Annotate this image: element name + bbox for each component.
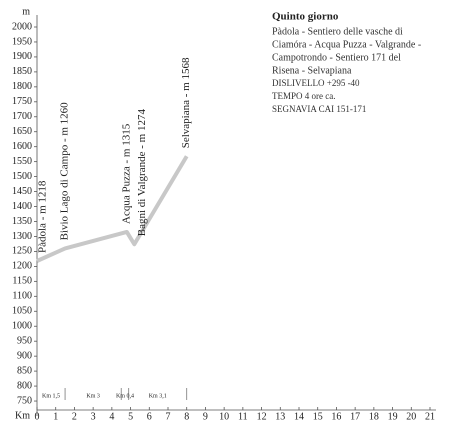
y-tick-label: 1000 bbox=[12, 321, 32, 332]
point-label: Acqua Puzza - m 1315 bbox=[120, 123, 132, 224]
y-tick-label: 850 bbox=[17, 365, 32, 376]
x-tick-label: 14 bbox=[294, 411, 304, 422]
x-tick-label: 2 bbox=[72, 411, 77, 422]
x-tick-label: 12 bbox=[257, 411, 267, 422]
y-tick-label: 1450 bbox=[12, 186, 32, 197]
x-unit: Km bbox=[15, 410, 30, 421]
point-label: Pàdola - m 1218 bbox=[37, 180, 49, 253]
x-tick-label: 19 bbox=[388, 411, 398, 422]
y-tick-label: 1700 bbox=[12, 111, 32, 122]
x-tick-label: 21 bbox=[425, 411, 435, 422]
x-tick-label: 9 bbox=[203, 411, 208, 422]
x-tick-label: 0 bbox=[35, 411, 40, 422]
x-tick-label: 13 bbox=[275, 411, 285, 422]
info-stat: SEGNAVIA CAI 151-171 bbox=[272, 104, 366, 114]
y-tick-label: 1900 bbox=[12, 51, 32, 62]
y-tick-label: 1500 bbox=[12, 171, 32, 182]
y-tick-label: 1650 bbox=[12, 126, 32, 137]
y-tick-label: 1800 bbox=[12, 81, 32, 92]
y-tick-label: 750 bbox=[17, 395, 32, 406]
y-tick-label: 800 bbox=[17, 380, 32, 391]
segment-label: Km 1,5 bbox=[42, 393, 60, 399]
y-tick-label: 1050 bbox=[12, 306, 32, 317]
info-line: Pàdola - Sentiero delle vasche di bbox=[272, 26, 403, 37]
info-title: Quinto giorno bbox=[272, 11, 339, 23]
x-tick-label: 16 bbox=[331, 411, 341, 422]
y-tick-label: 1200 bbox=[12, 261, 32, 272]
x-tick-label: 15 bbox=[313, 411, 323, 422]
y-tick-label: 1750 bbox=[12, 96, 32, 107]
info-line: Campotrondo - Sentiero 171 del bbox=[272, 52, 401, 63]
x-tick-label: 18 bbox=[369, 411, 379, 422]
y-tick-label: 1300 bbox=[12, 231, 32, 242]
x-tick-label: 7 bbox=[166, 411, 171, 422]
x-tick-label: 11 bbox=[238, 411, 248, 422]
profile-line bbox=[36, 155, 189, 263]
info-stat: DISLIVELLO +295 -40 bbox=[272, 78, 360, 88]
y-tick-label: 1600 bbox=[12, 141, 32, 152]
x-tick-label: 5 bbox=[128, 411, 133, 422]
y-tick-label: 1350 bbox=[12, 216, 32, 227]
x-tick-label: 3 bbox=[91, 411, 96, 422]
y-tick-label: 900 bbox=[17, 350, 32, 361]
x-tick-label: 8 bbox=[184, 411, 189, 422]
y-tick-label: 1400 bbox=[12, 201, 32, 212]
y-tick-label: 1150 bbox=[12, 276, 32, 287]
x-tick-label: 4 bbox=[109, 411, 114, 422]
x-tick-label: 1 bbox=[53, 411, 58, 422]
x-tick-label: 10 bbox=[219, 411, 229, 422]
segment-label: Km 3,1 bbox=[149, 393, 167, 399]
info-stat: TEMPO 4 ore ca. bbox=[272, 91, 335, 101]
y-tick-label: 1250 bbox=[12, 246, 32, 257]
point-label: Bivio Lago di Campo - m 1260 bbox=[59, 102, 71, 241]
x-tick-label: 20 bbox=[406, 411, 416, 422]
x-tick-label: 6 bbox=[147, 411, 152, 422]
segment-label: Km 0,4 bbox=[116, 393, 134, 399]
y-tick-label: 950 bbox=[17, 335, 32, 346]
x-tick-label: 17 bbox=[350, 411, 360, 422]
y-tick-label: 1850 bbox=[12, 66, 32, 77]
y-tick-label: 1100 bbox=[12, 291, 32, 302]
y-tick-label: 2000 bbox=[12, 21, 32, 32]
y-unit: m bbox=[22, 6, 30, 17]
point-label: Bagni di Valgrande - m 1274 bbox=[136, 109, 148, 237]
segment-label: Km 3 bbox=[86, 393, 100, 399]
y-tick-label: 1550 bbox=[12, 156, 32, 167]
point-label: Selvapiana - m 1568 bbox=[180, 57, 192, 148]
info-line: Risena - Selvapiana bbox=[272, 65, 352, 76]
info-line: Ciamóra - Acqua Puzza - Valgrande - bbox=[272, 39, 421, 50]
y-tick-label: 1950 bbox=[12, 36, 32, 47]
